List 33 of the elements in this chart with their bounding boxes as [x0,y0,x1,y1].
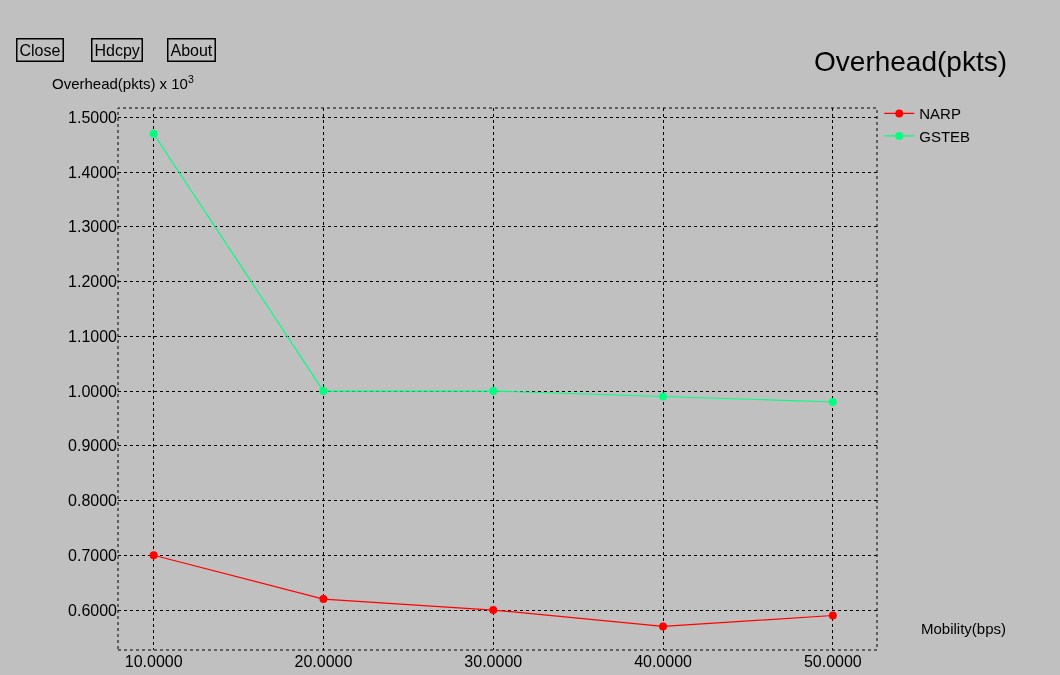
chart-title: Overhead(pkts) [814,45,1007,77]
y-axis-title: Overhead(pkts) x 10$^{3}$ [52,73,194,93]
y-tick-label: 1.5000 [68,108,118,126]
point [319,595,328,604]
legend-label: NARP [919,105,961,123]
x-tick-label: 30.0000 [464,653,523,670]
y-tick-label: 0.8000 [68,492,118,510]
point [149,129,158,138]
point [319,387,328,396]
point [659,622,668,631]
point [828,397,837,406]
point [149,551,158,560]
x-tick-label: 40.0000 [634,653,693,670]
point [828,611,837,620]
text: Close [19,41,61,59]
text: Hdcpy [94,41,140,59]
y-tick-label: 0.7000 [68,546,118,564]
point [489,606,498,615]
y-tick-label: 1.2000 [68,273,118,291]
y-tick-label: 1.0000 [68,382,118,400]
y-tick-label: 0.6000 [68,601,118,619]
point [489,387,498,396]
x-tick-label: 10.0000 [124,653,183,670]
point [659,392,668,401]
x-tick-label: 50.0000 [803,653,862,670]
legend-label: GSTEB [919,127,971,145]
y-tick-label: 1.4000 [68,163,118,181]
y-tick-label: 1.3000 [68,218,118,236]
y-tick-label: 1.1000 [68,327,118,345]
y-tick-label: 0.9000 [68,437,118,455]
text: About [170,41,213,59]
x-tick-label: 20.0000 [294,653,353,670]
x-axis-title: Mobility(bps) [921,620,1007,637]
